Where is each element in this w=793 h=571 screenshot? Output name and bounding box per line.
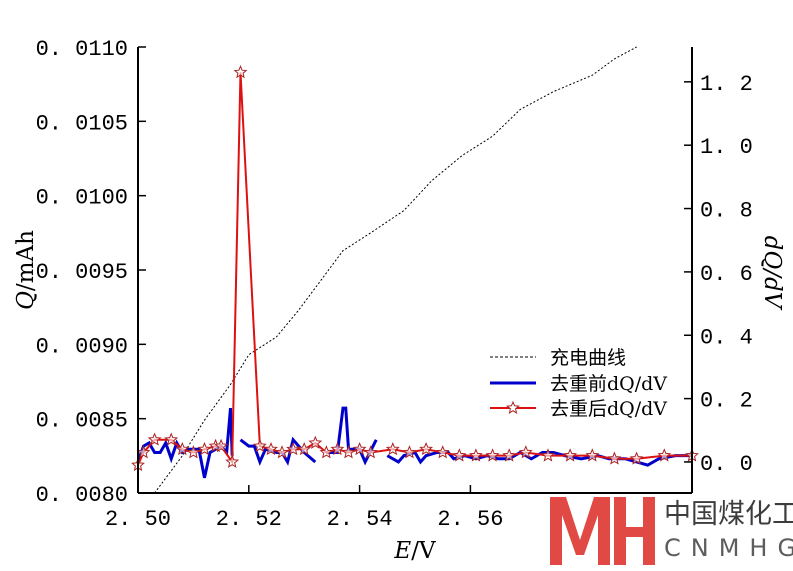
y-left-tick-label: 0. 0080	[36, 483, 128, 508]
data-point-star	[657, 448, 672, 462]
data-point-star	[214, 438, 229, 453]
data-point-star	[402, 445, 417, 459]
data-point-star	[385, 441, 400, 456]
y-left-tick-label: 0. 0090	[36, 334, 128, 359]
data-point-star	[264, 441, 278, 456]
y-left-tick-label: 0. 0105	[36, 111, 128, 136]
data-point-star	[419, 442, 434, 456]
data-point-star	[252, 438, 267, 453]
y-right-tick-label: 0. 0	[700, 452, 753, 477]
x-axis-label: E/V	[393, 538, 436, 564]
data-point-star	[563, 448, 578, 462]
data-point-star	[225, 454, 240, 468]
data-point-star	[468, 448, 483, 462]
series-line-before-dedup-3	[386, 450, 692, 467]
y-left-tick-label: 0. 0100	[36, 186, 128, 211]
x-tick-label: 2. 50	[105, 507, 171, 532]
watermark-cn: 中国煤化工	[664, 499, 793, 530]
y-left-tick-label: 0. 0095	[36, 260, 128, 285]
data-point-star	[308, 435, 323, 449]
axes-layer: 2. 50 2. 52 2. 54 2. 56 0. 0080 0. 0085 0. 009…	[36, 37, 753, 532]
y-right-tick-label: 0. 4	[700, 325, 753, 350]
legend-label-charge: 充电曲线	[550, 347, 626, 369]
data-point-star	[330, 441, 345, 456]
y-right-tick-label: 0. 6	[700, 262, 753, 287]
y-right-tick-label: 0. 8	[700, 199, 753, 224]
x-tick-label: 2. 56	[437, 507, 503, 532]
data-point-star	[585, 448, 600, 462]
data-point-star	[607, 451, 622, 465]
series-line-charge-curve	[154, 46, 637, 493]
y-right-tick-label: 0. 2	[700, 389, 753, 414]
legend-label-after: 去重后dQ/dV	[550, 398, 667, 420]
data-point-star	[197, 442, 212, 456]
data-point-star	[233, 64, 248, 79]
plot-area	[138, 46, 692, 493]
y-left-tick-label: 0. 0085	[36, 409, 128, 434]
y-left-label: Q/mAh	[13, 230, 39, 310]
x-tick-label: 2. 52	[216, 507, 282, 532]
data-point-star	[363, 445, 378, 459]
x-tick-label: 2. 54	[327, 507, 393, 532]
watermark-en: CNMHG	[664, 534, 793, 562]
legend-label-before: 去重前dQ/dV	[550, 373, 667, 395]
y-right-tick-label: 1. 2	[700, 72, 753, 97]
data-point-star	[319, 445, 334, 459]
legend: 充电曲线 去重前dQ/dV 去重后dQ/dV	[490, 347, 667, 420]
data-point-star	[629, 451, 644, 465]
series-layer	[131, 46, 699, 493]
data-point-star	[286, 442, 301, 456]
data-point-star	[435, 445, 450, 459]
data-point-star	[164, 432, 179, 446]
y-right-label: dQ/dV	[759, 236, 785, 311]
data-point-star	[136, 445, 151, 459]
data-point-star	[275, 445, 289, 459]
legend-star-marker	[506, 400, 520, 414]
data-point-star	[518, 445, 533, 459]
data-point-star	[341, 445, 356, 459]
data-point-star	[352, 442, 367, 456]
data-point-star	[186, 445, 201, 459]
watermark-logo: 中国煤化工 CNMHG	[550, 497, 793, 565]
y-right-tick-label: 1. 0	[700, 135, 753, 160]
data-point-star	[485, 448, 500, 462]
data-point-star	[502, 448, 517, 462]
data-point-star	[541, 448, 555, 462]
data-point-star	[297, 442, 312, 456]
data-point-star	[147, 432, 162, 446]
data-point-star	[175, 442, 190, 456]
y-left-tick-label: 0. 0110	[36, 37, 128, 62]
data-point-star	[452, 448, 467, 462]
